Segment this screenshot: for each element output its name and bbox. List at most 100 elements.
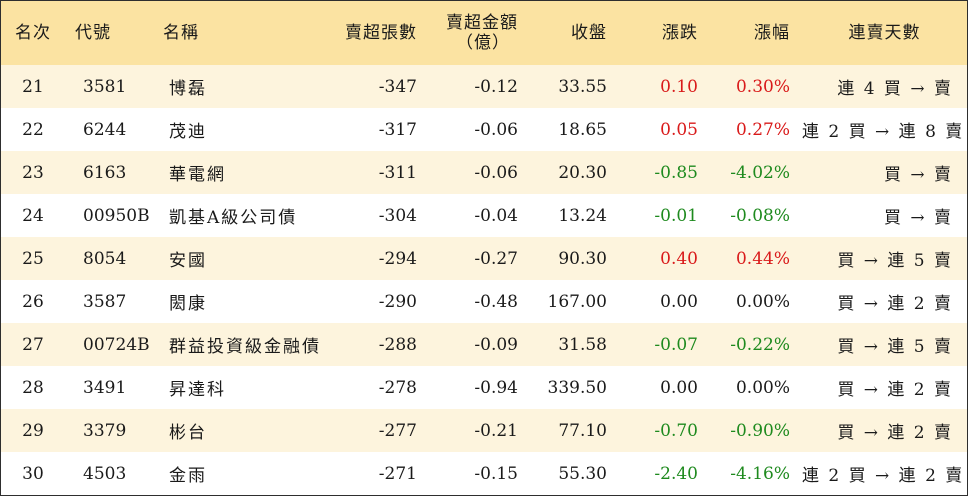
net-sell-amount-cell: -0.04 [474, 205, 518, 226]
header-sell-days[interactable]: 連賣天數 [848, 23, 921, 43]
name-cell: 博磊 [169, 79, 207, 99]
name-cell: 安國 [169, 251, 207, 271]
net-sell-amount-cell: -0.27 [474, 248, 518, 269]
header-net-sell-amount-unit: （億） [456, 33, 510, 53]
header-change[interactable]: 漲跌 [662, 23, 698, 43]
table-row[interactable]: 30 4503 金雨 -271 -0.15 55.30 -2.40 -4.16%… [1, 452, 967, 495]
code-cell: 6163 [83, 162, 127, 183]
table-body: 21 3581 博磊 -347 -0.12 33.55 0.10 0.30% 連… [1, 65, 967, 495]
table-row[interactable]: 21 3581 博磊 -347 -0.12 33.55 0.10 0.30% 連… [1, 65, 967, 108]
change-cell: 0.00 [660, 291, 698, 312]
header-net-sell-amount[interactable]: 賣超金額 （億） [425, 1, 526, 65]
change-pct-cell: 0.27% [735, 119, 790, 140]
change-cell: -0.85 [654, 162, 698, 183]
net-sell-lots-cell: -347 [378, 76, 417, 97]
change-cell: 0.40 [660, 248, 698, 269]
net-sell-amount-cell: -0.12 [474, 76, 518, 97]
rank-cell: 28 [22, 377, 44, 398]
net-sell-amount-cell: -0.09 [474, 334, 518, 355]
net-sell-amount-cell: -0.06 [474, 119, 518, 140]
header-code[interactable]: 代號 [75, 23, 111, 43]
change-cell: 0.05 [660, 119, 698, 140]
change-pct-cell: -4.16% [730, 463, 790, 484]
change-pct-cell: -0.90% [730, 420, 790, 441]
code-cell: 8054 [83, 248, 127, 269]
sell-days-cell: 買 → 賣 [883, 165, 953, 185]
change-pct-cell: 0.44% [735, 248, 790, 269]
code-cell: 3587 [83, 291, 127, 312]
rank-cell: 29 [22, 420, 44, 441]
change-pct-cell: -0.22% [730, 334, 790, 355]
name-cell: 彬台 [169, 423, 207, 443]
name-cell: 茂迪 [169, 122, 207, 142]
sell-days-cell: 買 → 連 2 賣 [837, 380, 953, 400]
rank-cell: 21 [22, 76, 44, 97]
net-sell-lots-cell: -304 [378, 205, 417, 226]
code-cell: 3581 [83, 76, 127, 97]
net-sell-amount-cell: -0.21 [474, 420, 518, 441]
header-net-sell-lots[interactable]: 賣超張數 [345, 23, 417, 43]
rank-cell: 25 [22, 248, 44, 269]
close-cell: 33.55 [558, 76, 607, 97]
header-rank[interactable]: 名次 [15, 23, 51, 43]
net-sell-lots-cell: -271 [378, 463, 417, 484]
rank-cell: 24 [22, 205, 44, 226]
net-sell-lots-cell: -290 [378, 291, 417, 312]
code-cell: 00724B [83, 334, 149, 355]
rank-cell: 22 [22, 119, 44, 140]
close-cell: 18.65 [558, 119, 607, 140]
net-sell-lots-cell: -311 [378, 162, 417, 183]
name-cell: 群益投資級金融債 [169, 337, 321, 357]
net-sell-amount-cell: -0.48 [474, 291, 518, 312]
table-row[interactable]: 24 00950B 凱基A級公司債 -304 -0.04 13.24 -0.01… [1, 194, 967, 237]
table-row[interactable]: 28 3491 昇達科 -278 -0.94 339.50 0.00 0.00%… [1, 366, 967, 409]
header-change-pct[interactable]: 漲幅 [754, 23, 790, 43]
close-cell: 20.30 [558, 162, 607, 183]
net-sell-lots-cell: -317 [378, 119, 417, 140]
table-row[interactable]: 27 00724B 群益投資級金融債 -288 -0.09 31.58 -0.0… [1, 323, 967, 366]
rank-cell: 30 [22, 463, 44, 484]
table-row[interactable]: 26 3587 閎康 -290 -0.48 167.00 0.00 0.00% … [1, 280, 967, 323]
header-close[interactable]: 收盤 [571, 23, 607, 43]
name-cell: 昇達科 [169, 380, 226, 400]
close-cell: 77.10 [558, 420, 607, 441]
sell-days-cell: 買 → 連 5 賣 [837, 251, 953, 271]
table-header-row: 名次 代號 名稱 賣超張數 賣超金額 （億） 收盤 漲跌 漲幅 連賣天數 [1, 1, 967, 65]
sell-days-cell: 買 → 連 5 賣 [837, 337, 953, 357]
close-cell: 13.24 [558, 205, 607, 226]
sell-days-cell: 買 → 連 2 賣 [837, 294, 953, 314]
sell-days-cell: 連 2 買 → 連 2 賣 [802, 466, 965, 486]
code-cell: 4503 [83, 463, 127, 484]
net-sell-amount-cell: -0.94 [474, 377, 518, 398]
name-cell: 華電網 [169, 165, 226, 185]
sell-days-cell: 連 2 買 → 連 8 賣 [802, 122, 965, 142]
rank-cell: 27 [22, 334, 44, 355]
table-row[interactable]: 29 3379 彬台 -277 -0.21 77.10 -0.70 -0.90%… [1, 409, 967, 452]
code-cell: 6244 [83, 119, 127, 140]
net-sell-lots-cell: -278 [378, 377, 417, 398]
table-row[interactable]: 22 6244 茂迪 -317 -0.06 18.65 0.05 0.27% 連… [1, 108, 967, 151]
sell-days-cell: 連 4 買 → 賣 [837, 79, 953, 99]
header-name[interactable]: 名稱 [163, 23, 199, 43]
table-row[interactable]: 23 6163 華電網 -311 -0.06 20.30 -0.85 -4.02… [1, 151, 967, 194]
header-net-sell-amount-line1: 賣超金額 [446, 13, 518, 33]
change-cell: 0.10 [660, 76, 698, 97]
rank-cell: 26 [22, 291, 44, 312]
close-cell: 90.30 [558, 248, 607, 269]
change-pct-cell: 0.30% [735, 76, 790, 97]
sell-days-cell: 買 → 賣 [883, 208, 953, 228]
change-pct-cell: 0.00% [735, 377, 790, 398]
net-sell-lots-cell: -277 [378, 420, 417, 441]
change-pct-cell: -0.08% [730, 205, 790, 226]
table-row[interactable]: 25 8054 安國 -294 -0.27 90.30 0.40 0.44% 買… [1, 237, 967, 280]
change-cell: 0.00 [660, 377, 698, 398]
code-cell: 3379 [83, 420, 127, 441]
sell-days-cell: 買 → 連 2 賣 [837, 423, 953, 443]
net-sell-lots-cell: -288 [378, 334, 417, 355]
net-sell-amount-cell: -0.06 [474, 162, 518, 183]
rank-cell: 23 [22, 162, 44, 183]
change-pct-cell: -4.02% [730, 162, 790, 183]
change-pct-cell: 0.00% [735, 291, 790, 312]
code-cell: 3491 [83, 377, 127, 398]
